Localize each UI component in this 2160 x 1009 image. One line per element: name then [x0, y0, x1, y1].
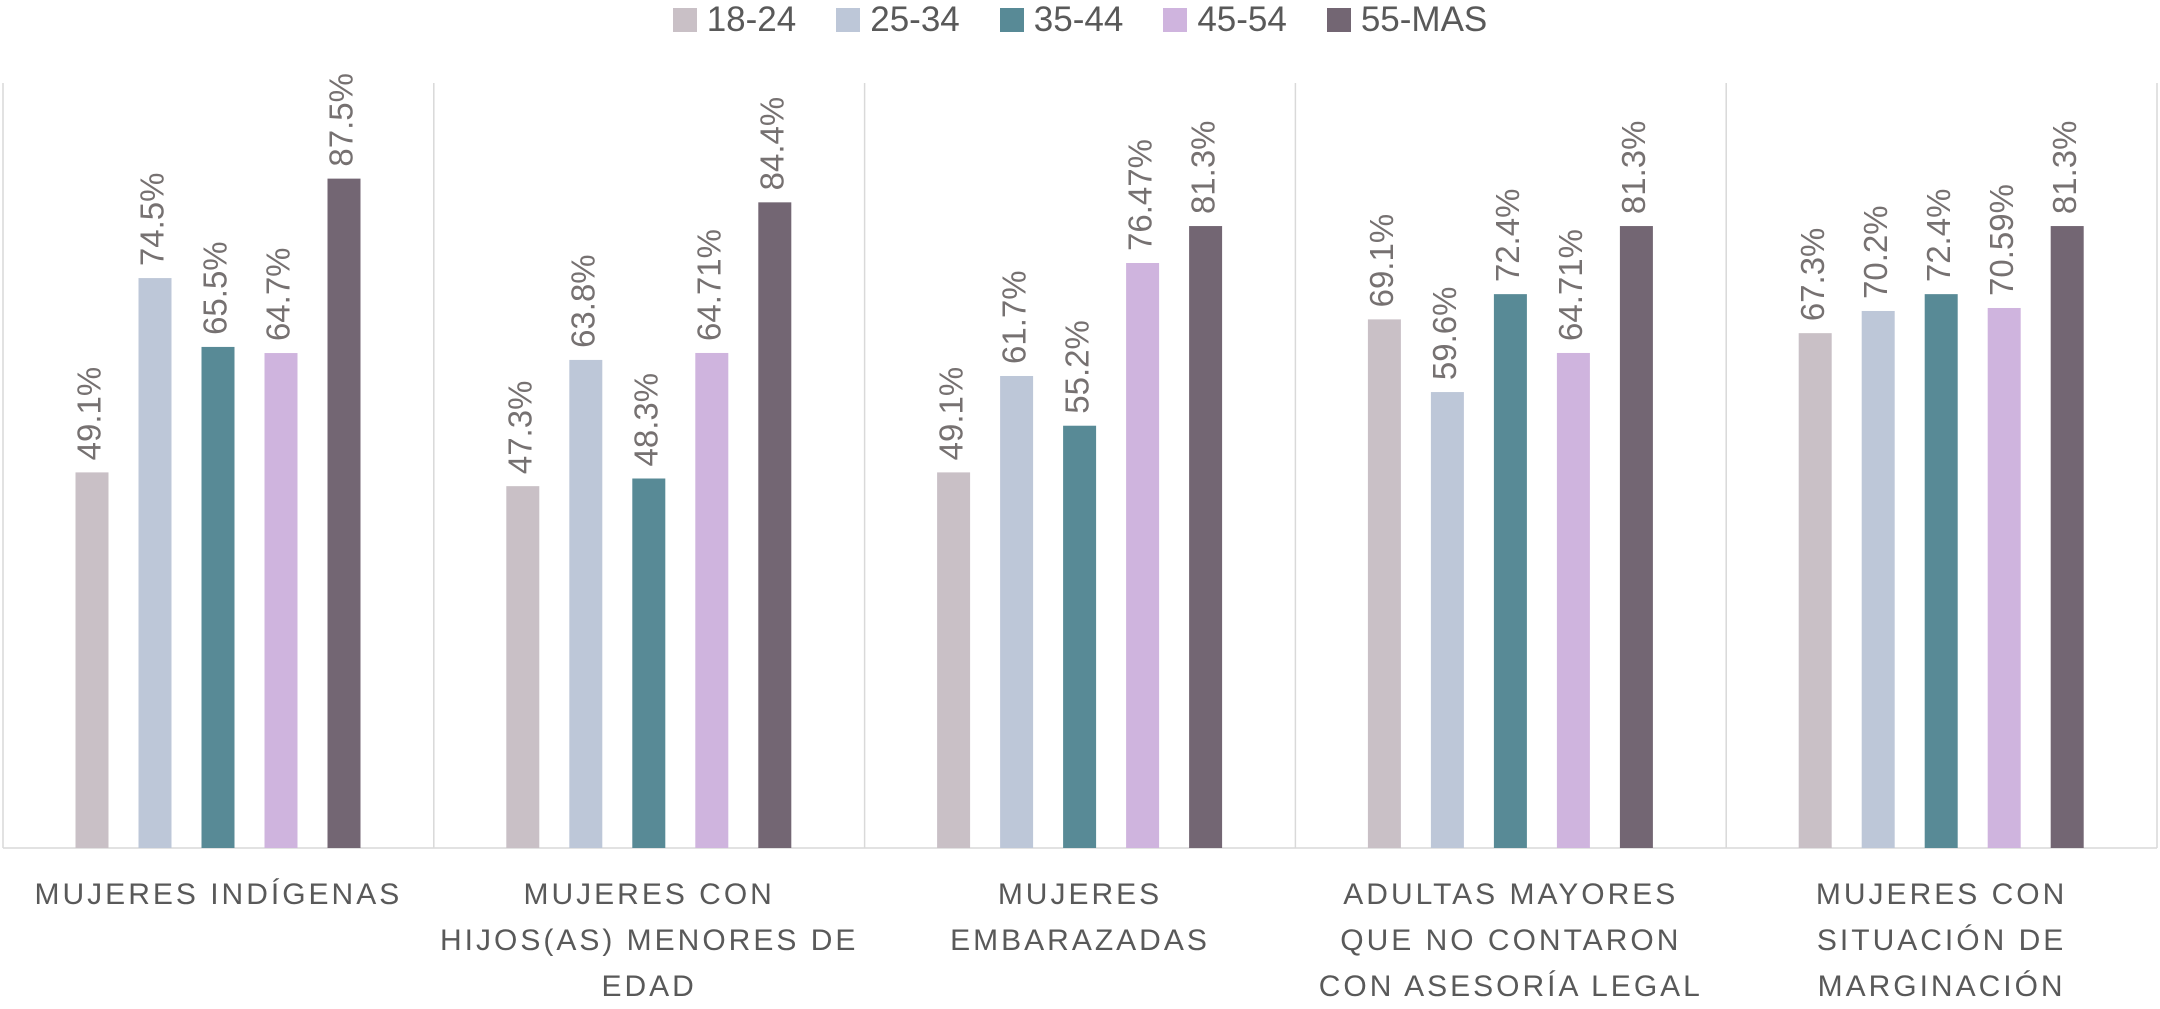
value-label: 65.5%	[197, 241, 234, 335]
value-label: 67.3%	[1794, 228, 1831, 322]
x-tick-label: MUJERES INDÍGENAS	[34, 878, 403, 911]
bar	[138, 278, 172, 848]
x-tick-label: MUJERES CON SITUACIÓN DE MARGINACIÓN	[1815, 878, 2068, 1003]
bar	[2050, 226, 2084, 848]
value-label: 61.7%	[995, 270, 1032, 364]
legend-label: 35-44	[1033, 0, 1124, 39]
bar	[327, 178, 361, 848]
x-tick-label: MUJERES CON HIJOS(AS) MENORES DE EDAD	[440, 878, 859, 1003]
value-label: 64.71%	[1552, 229, 1589, 341]
value-label: 49.1%	[71, 367, 108, 461]
bar	[506, 486, 540, 848]
bar	[1430, 392, 1464, 848]
value-label: 59.6%	[1426, 286, 1463, 380]
value-label: 76.47%	[1121, 139, 1158, 251]
value-label: 70.59%	[1983, 184, 2020, 296]
legend-item: 25-34	[836, 0, 960, 40]
bar	[1924, 294, 1958, 848]
value-label: 81.3%	[1184, 120, 1221, 214]
value-label: 47.3%	[502, 381, 539, 475]
value-label: 49.1%	[932, 367, 969, 461]
bar	[937, 472, 971, 848]
legend-label: 25-34	[870, 0, 960, 39]
value-label: 63.8%	[565, 254, 602, 348]
value-label: 64.71%	[691, 229, 728, 341]
value-label: 84.4%	[754, 97, 791, 191]
value-label: 64.7%	[260, 247, 297, 341]
bar	[1063, 425, 1097, 848]
bar	[1000, 375, 1034, 848]
bar	[1493, 294, 1527, 848]
bar	[1367, 319, 1401, 848]
legend-label: 55-MAS	[1360, 0, 1488, 39]
value-label: 81.3%	[1615, 120, 1652, 214]
bar	[695, 352, 729, 848]
value-label: 69.1%	[1363, 214, 1400, 308]
bar	[758, 202, 792, 849]
value-label: 55.2%	[1058, 320, 1095, 414]
value-label: 81.3%	[2046, 120, 2083, 214]
legend-swatch	[1163, 8, 1188, 32]
bar	[569, 359, 603, 848]
bar	[1619, 226, 1653, 848]
bar	[264, 353, 298, 848]
legend-swatch	[836, 8, 861, 32]
legend-item: 55-MAS	[1326, 0, 1488, 40]
bar	[1556, 352, 1590, 848]
value-label: 87.5%	[323, 73, 360, 167]
bar	[201, 346, 235, 848]
x-tick-label: MUJERES EMBARAZADAS	[950, 878, 1210, 957]
bar	[1126, 263, 1160, 848]
bar	[1189, 226, 1223, 848]
bar	[75, 472, 109, 848]
legend-label: 18-24	[706, 0, 797, 39]
value-label: 72.4%	[1920, 189, 1957, 283]
legend: 18-24 25-34 35-44 45-54 55-MAS	[0, 0, 2160, 40]
bar	[632, 478, 666, 848]
bar	[1987, 307, 2021, 848]
legend-label: 45-54	[1197, 0, 1287, 39]
legend-item: 45-54	[1163, 0, 1287, 40]
legend-swatch	[672, 8, 697, 32]
value-label: 74.5%	[134, 172, 171, 266]
legend-swatch	[999, 8, 1024, 32]
legend-swatch	[1326, 8, 1351, 32]
value-label: 72.4%	[1489, 189, 1526, 283]
bar	[1798, 333, 1832, 848]
x-tick-label: ADULTAS MAYORES QUE NO CONTARON CON ASES…	[1318, 878, 1703, 1003]
legend-item: 18-24	[672, 0, 797, 40]
value-label: 48.3%	[628, 373, 665, 467]
value-label: 70.2%	[1857, 205, 1894, 299]
bar	[1861, 310, 1895, 849]
legend-item: 35-44	[999, 0, 1124, 40]
